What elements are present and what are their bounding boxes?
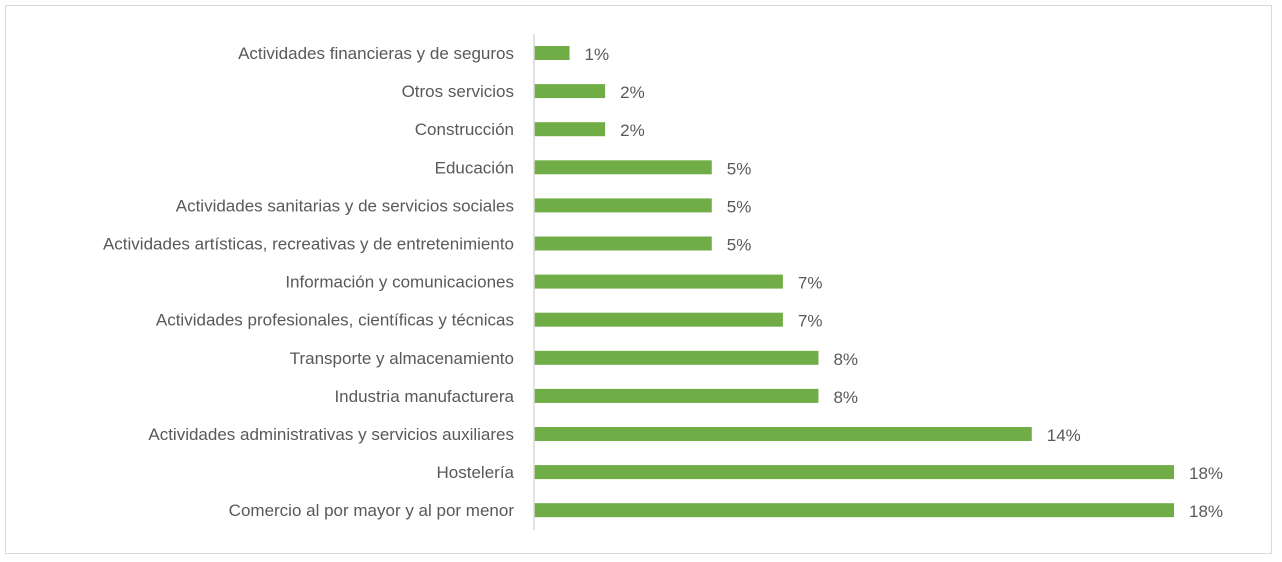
bar [534,312,783,327]
category-label: Hostelería [437,463,515,482]
bar [534,160,712,175]
data-label: 14% [1047,426,1081,445]
category-label: Otros servicios [402,82,514,101]
category-label: Actividades financieras y de seguros [238,44,514,63]
category-label: Industria manufacturera [334,387,514,406]
data-label: 2% [620,83,645,102]
data-label: 18% [1189,464,1223,483]
bar [534,465,1174,480]
data-label: 7% [798,274,823,293]
category-label: Construcción [415,120,514,139]
data-label: 18% [1189,502,1223,521]
data-label: 5% [727,159,752,178]
bar [534,427,1032,441]
category-label: Información y comunicaciones [285,273,514,292]
data-label: 8% [833,388,858,407]
bar [534,274,783,289]
category-label: Actividades sanitarias y de servicios so… [176,196,514,215]
bar [534,350,819,365]
data-label: 7% [798,312,823,331]
data-label: 5% [727,197,752,216]
bar [534,198,712,213]
data-label: 2% [620,121,645,140]
data-label: 1% [585,45,610,64]
bar [534,84,606,99]
bar [534,503,1174,518]
category-label: Actividades profesionales, científicas y… [156,311,514,330]
data-label: 5% [727,236,752,255]
bar [534,122,606,137]
bar [534,46,570,60]
category-label: Educación [435,158,514,177]
bar [534,236,712,251]
category-label: Actividades administrativas y servicios … [148,425,514,444]
category-label: Transporte y almacenamiento [290,349,514,368]
category-label: Actividades artísticas, recreativas y de… [103,235,514,254]
data-label: 8% [833,350,858,369]
bar [534,388,819,403]
category-label: Comercio al por mayor y al por menor [229,501,515,520]
